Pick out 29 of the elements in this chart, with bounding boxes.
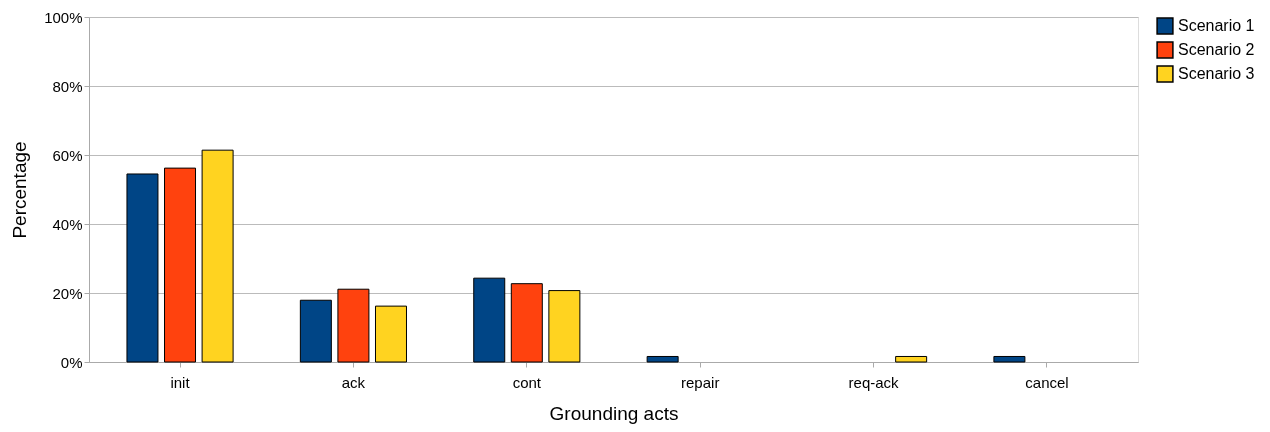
x-tick-label: init [170, 373, 191, 391]
bar [993, 355, 1026, 363]
y-tick-label: 40% [52, 215, 83, 233]
y-tick-label: 100% [44, 8, 83, 26]
y-tick-label: 80% [52, 77, 83, 95]
y-tick-label: 60% [52, 146, 83, 164]
bar [201, 149, 234, 363]
x-tick-label: cancel [1025, 373, 1069, 391]
x-tick-label: cont [512, 373, 542, 391]
legend-label: Scenario 3 [1178, 65, 1255, 82]
x-tick-label: ack [341, 373, 366, 391]
x-axis-title: Grounding acts [549, 402, 679, 424]
legend-label: Scenario 1 [1178, 17, 1255, 34]
bar [126, 173, 159, 363]
x-tick-label: req-ack [848, 373, 900, 391]
bar [895, 355, 928, 363]
legend-label: Scenario 2 [1178, 41, 1255, 58]
bar [473, 277, 506, 363]
bar [548, 290, 581, 363]
y-axis-title: Percentage [9, 141, 31, 239]
bar [164, 167, 197, 363]
bar [646, 355, 679, 363]
bar [299, 299, 332, 363]
bar [374, 305, 407, 363]
y-tick-label: 20% [52, 284, 83, 302]
y-tick-label: 0% [60, 353, 83, 371]
x-tick-label: repair [681, 373, 720, 391]
bar [510, 283, 543, 363]
bar [337, 288, 370, 363]
